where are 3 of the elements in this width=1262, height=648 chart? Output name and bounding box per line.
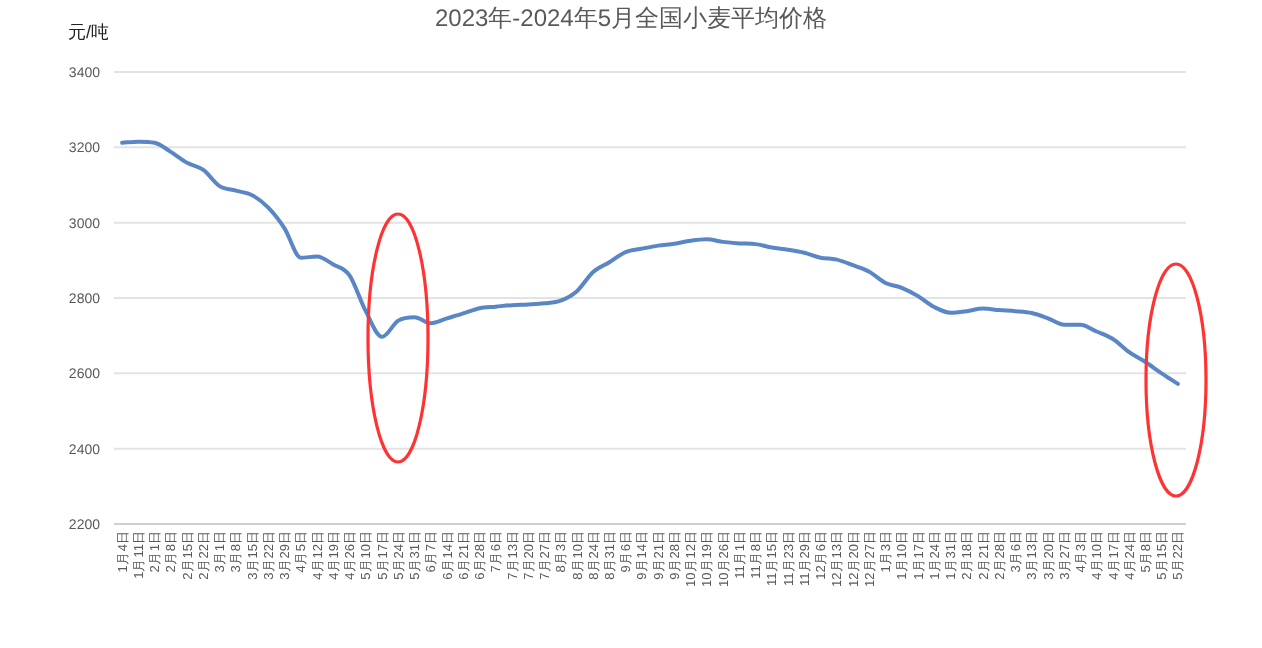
line-series [120,139,1180,386]
chart-title: 2023年-2024年5月全国小麦平均价格 [434,4,828,32]
y-axis-title: 元/吨 [68,22,110,42]
